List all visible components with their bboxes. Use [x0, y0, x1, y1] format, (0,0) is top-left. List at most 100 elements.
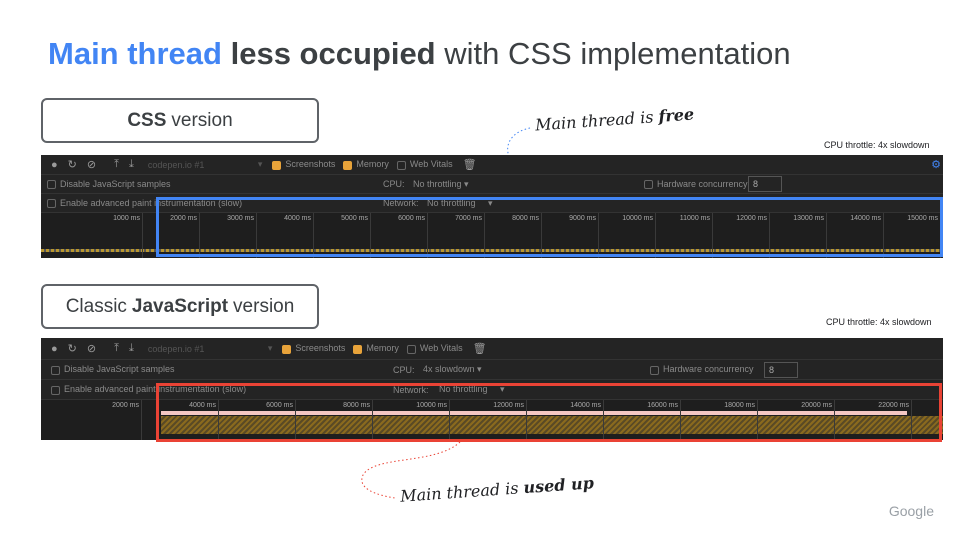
- highlight-box-red: [156, 383, 942, 442]
- time-tick-label: 6000 ms: [266, 402, 293, 409]
- hardware-concurrency-input[interactable]: 8: [764, 361, 798, 378]
- recording-select[interactable]: codepen.io #1: [147, 343, 205, 354]
- js-version-label: Classic JavaScript version: [41, 284, 319, 329]
- toolbar: ● ↻ ⊘ ⤒ ⤓ codepen.io #1 ▾ Screenshots Memory…: [41, 155, 943, 175]
- hardware-concurrency-input[interactable]: 8: [748, 176, 782, 192]
- network-select[interactable]: No throttling ▾: [427, 197, 493, 208]
- grid-line: [372, 400, 373, 440]
- disable-js-samples-checkbox[interactable]: Disable JavaScript samples: [47, 179, 171, 190]
- time-tick-label: 10000 ms: [622, 215, 653, 222]
- cpu-select[interactable]: 4x slowdown ▾: [423, 364, 482, 374]
- devtools-performance-panel-js: ● ↻ ⊘ ⤒ ⤓ codepen.io #1 ▾ Screenshots Memory…: [41, 338, 943, 440]
- grid-line: [484, 213, 485, 258]
- network-select[interactable]: No throttling ▾: [439, 384, 505, 394]
- download-icon[interactable]: ⤓: [128, 158, 134, 170]
- grid-line: [541, 213, 542, 258]
- time-tick-label: 8000 ms: [343, 402, 370, 409]
- clear-icon[interactable]: ⊘: [86, 343, 97, 355]
- advanced-paint-checkbox[interactable]: Enable advanced paint instrumentation (s…: [51, 384, 246, 395]
- disable-js-samples-checkbox[interactable]: Disable JavaScript samples: [51, 364, 175, 375]
- grid-line: [834, 400, 835, 440]
- cpu-select[interactable]: No throttling ▾: [413, 178, 469, 189]
- time-tick-label: 16000 ms: [647, 402, 678, 409]
- time-tick-label: 15000 ms: [907, 215, 938, 222]
- upload-icon[interactable]: ⤒: [114, 158, 119, 170]
- download-icon[interactable]: ⤓: [128, 342, 134, 354]
- web-vitals-checkbox[interactable]: Web Vitals: [406, 343, 463, 354]
- grid-line: [712, 213, 713, 258]
- time-tick-label: 2000 ms: [170, 215, 197, 222]
- time-tick-label: 2000 ms: [112, 402, 139, 409]
- gear-icon[interactable]: ⚙: [931, 159, 941, 171]
- dotted-connector: [361, 441, 461, 499]
- memory-checkbox[interactable]: Memory: [353, 343, 399, 354]
- reload-icon[interactable]: ↻: [67, 343, 77, 355]
- screenshots-checkbox[interactable]: Screenshots: [282, 343, 345, 354]
- grid-line: [526, 400, 527, 440]
- cpu-throttle-note: CPU throttle: 4x slowdown: [826, 317, 932, 327]
- devtools-performance-panel-css: ● ↻ ⊘ ⤒ ⤓ codepen.io #1 ▾ Screenshots Memory…: [41, 155, 943, 258]
- grid-line: [295, 400, 296, 440]
- grid-line: [769, 213, 770, 258]
- grid-line: [142, 213, 143, 258]
- recording-select[interactable]: codepen.io #1: [147, 159, 205, 170]
- time-tick-label: 9000 ms: [569, 215, 596, 222]
- time-tick-label: 4000 ms: [284, 215, 311, 222]
- time-tick-label: 12000 ms: [736, 215, 767, 222]
- web-vitals-checkbox[interactable]: Web Vitals: [396, 159, 453, 170]
- grid-line: [313, 213, 314, 258]
- highlight-box-blue: [156, 197, 943, 257]
- time-tick-label: 12000 ms: [493, 402, 524, 409]
- time-tick-label: 7000 ms: [455, 215, 482, 222]
- cpu-activity-band: [161, 416, 943, 434]
- time-tick-label: 5000 ms: [341, 215, 368, 222]
- grid-line: [370, 213, 371, 258]
- grid-line: [826, 213, 827, 258]
- grid-line: [603, 400, 604, 440]
- record-icon[interactable]: ●: [51, 158, 58, 171]
- trash-icon[interactable]: 🗑: [462, 159, 477, 171]
- grid-line: [598, 213, 599, 258]
- toolbar: ● ↻ ⊘ ⤒ ⤓ codepen.io #1 ▾ Screenshots Memory…: [41, 338, 943, 360]
- screenshots-checkbox[interactable]: Screenshots: [272, 159, 335, 170]
- time-tick-label: 11000 ms: [679, 215, 710, 222]
- google-logo: Google: [888, 503, 934, 519]
- grid-line: [883, 213, 884, 258]
- grid-line: [256, 213, 257, 258]
- grid-line: [757, 400, 758, 440]
- time-tick-label: 4000 ms: [189, 402, 216, 409]
- time-tick-label: 14000 ms: [570, 402, 601, 409]
- clear-icon[interactable]: ⊘: [86, 159, 97, 171]
- grid-line: [680, 400, 681, 440]
- record-icon[interactable]: ●: [51, 342, 58, 355]
- time-tick-label: 14000 ms: [850, 215, 881, 222]
- time-tick-label: 3000 ms: [227, 215, 254, 222]
- hardware-concurrency-checkbox[interactable]: Hardware concurrency: [644, 179, 748, 190]
- upload-icon[interactable]: ⤒: [114, 342, 119, 354]
- slide-title: Main thread less occupied with CSS imple…: [48, 36, 791, 71]
- time-tick-label: 8000 ms: [512, 215, 539, 222]
- reload-icon[interactable]: ↻: [67, 159, 77, 171]
- grid-line: [141, 400, 142, 440]
- time-tick-label: 22000 ms: [878, 402, 909, 409]
- trash-icon[interactable]: 🗑: [472, 343, 487, 355]
- time-tick-label: 6000 ms: [398, 215, 425, 222]
- timeline-overview[interactable]: 2000 ms 4000 ms 6000 ms 8000 ms 10000 ms 1200…: [41, 400, 943, 440]
- grid-line: [911, 400, 912, 440]
- time-tick-label: 10000 ms: [416, 402, 447, 409]
- timeline-overview[interactable]: 1000 ms 2000 ms 3000 ms 4000 ms 5000 ms 6000 …: [41, 213, 943, 258]
- memory-checkbox[interactable]: Memory: [343, 159, 389, 170]
- css-version-label: CSS version: [41, 98, 319, 143]
- grid-line: [655, 213, 656, 258]
- advanced-paint-checkbox[interactable]: Enable advanced paint instrumentation (s…: [47, 198, 242, 209]
- hardware-concurrency-checkbox[interactable]: Hardware concurrency: [650, 364, 754, 375]
- cpu-activity-band: [41, 249, 943, 252]
- grid-line: [218, 400, 219, 440]
- grid-line: [199, 213, 200, 258]
- time-tick-label: 20000 ms: [801, 402, 832, 409]
- grid-line: [427, 213, 428, 258]
- time-tick-label: 1000 ms: [113, 215, 140, 222]
- time-tick-label: 18000 ms: [724, 402, 755, 409]
- time-tick-label: 13000 ms: [793, 215, 824, 222]
- grid-line: [449, 400, 450, 440]
